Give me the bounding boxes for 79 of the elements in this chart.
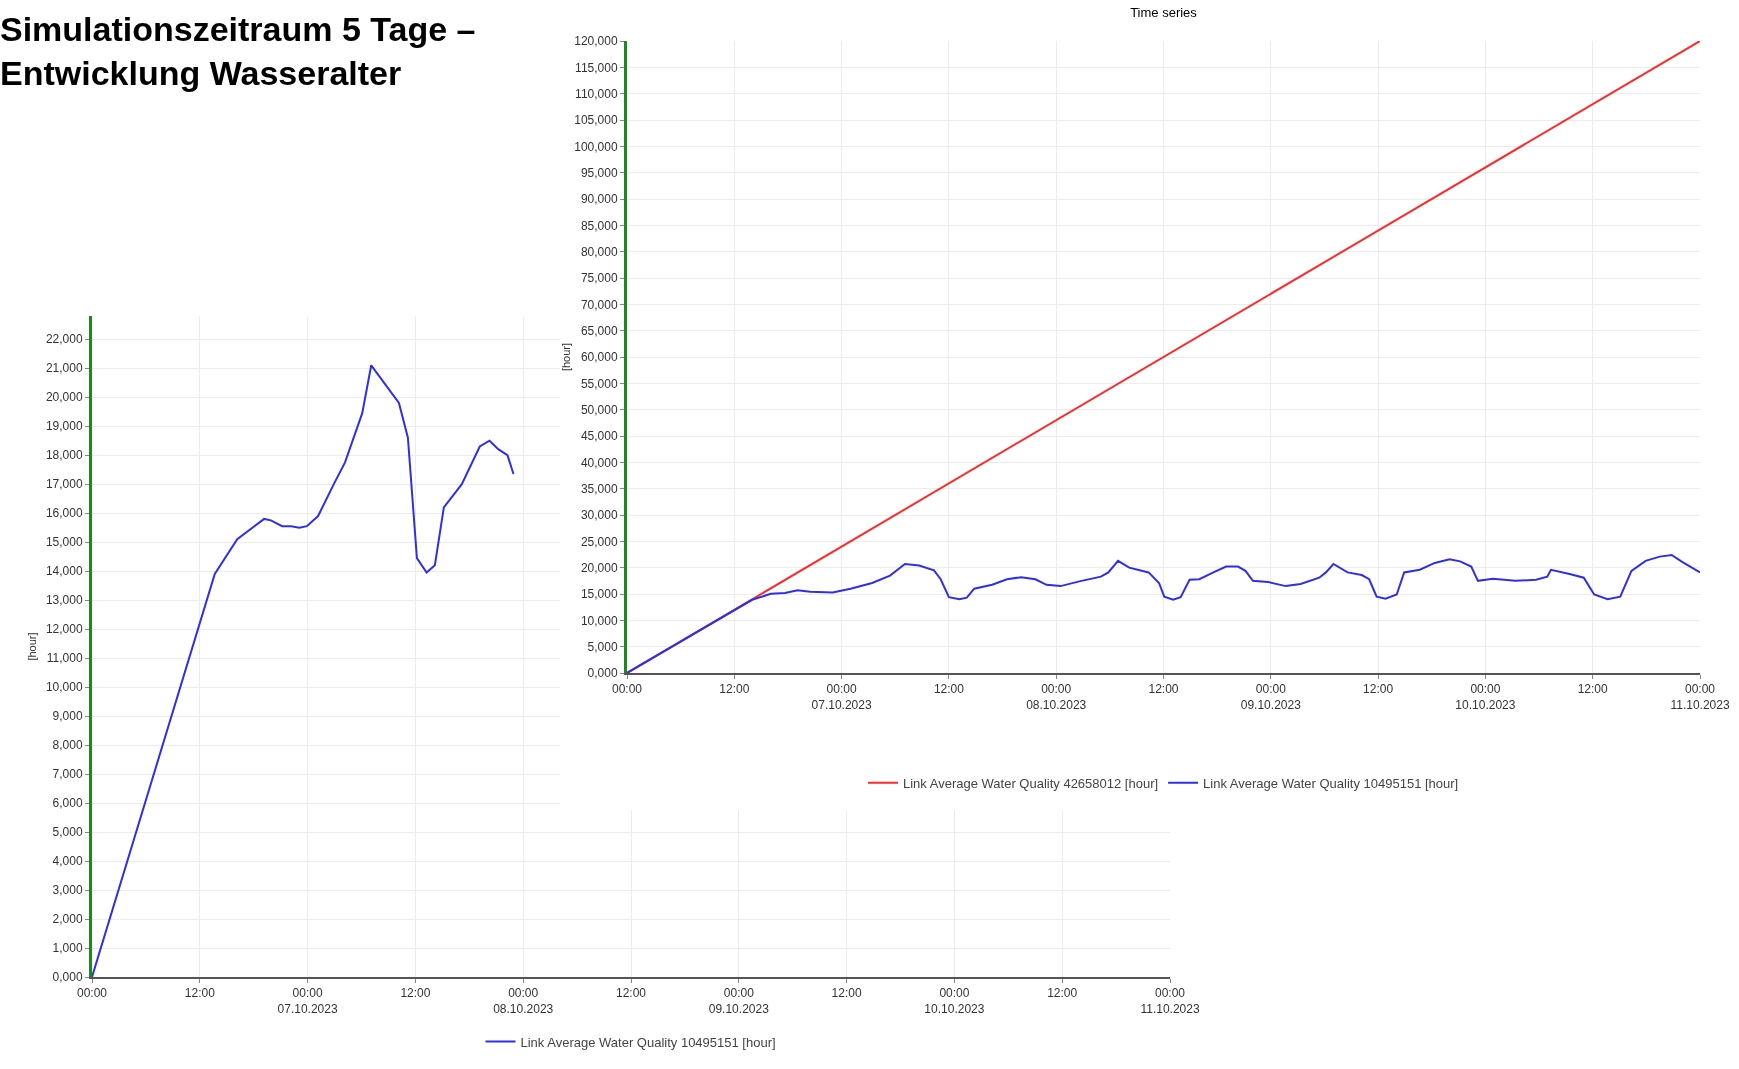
x-tick-label: 00:00 11.10.2023 [1140, 986, 1200, 1016]
legend-label: Link Average Water Quality 10495151 [hour] [520, 1034, 776, 1050]
x-tick-label: 12:00 [1047, 986, 1078, 1001]
x-tick-label: 00:00 07.10.2023 [277, 986, 338, 1016]
y-tick-label: 0,000 [587, 666, 618, 681]
x-tick-label: 00:00 [611, 682, 643, 697]
y-tick-label: 55,000 [580, 376, 618, 391]
y-tick-label: 7,000 [52, 767, 83, 782]
x-tick-label: 12:00 [1148, 682, 1179, 697]
y-tick-label: 75,000 [580, 271, 618, 286]
y-tick-label: 95,000 [580, 165, 618, 180]
x-tick-label: 00:00 11.10.2023 [1670, 682, 1730, 712]
x-tick-label: 12:00 [719, 682, 750, 697]
y-tick-label: 30,000 [580, 508, 618, 523]
legend-label: Link Average Water Quality 10495151 [hour] [1203, 775, 1459, 791]
y-tick-label: 15,000 [45, 535, 83, 550]
y-tick-label: 105,000 [574, 113, 618, 128]
y-tick-label: 90,000 [580, 192, 618, 207]
y-tick-label: 0,000 [52, 970, 83, 985]
legend-label: Link Average Water Quality 42658012 [hour] [903, 775, 1159, 791]
x-tick-label: 00:00 [76, 986, 108, 1001]
y-tick-label: 40,000 [580, 455, 618, 470]
y-tick-label: 6,000 [52, 796, 83, 811]
y-tick-label: 15,000 [580, 587, 618, 602]
y-tick-label: 9,000 [52, 709, 83, 724]
y-tick-label: 5,000 [52, 825, 83, 840]
y-tick-label: 2,000 [52, 912, 83, 927]
y-tick-label: 110,000 [575, 86, 618, 101]
y-tick-label: 1,000 [52, 941, 83, 956]
y-tick-label: 25,000 [580, 534, 618, 549]
chart-title: Simulationszeitraum 5 Tage – Entwicklung Wasseralter [0, 9, 476, 92]
y-axis-title: [hour] [25, 632, 38, 661]
y-tick-label: 22,000 [45, 332, 83, 347]
x-tick-label: 00:00 08.10.2023 [493, 986, 554, 1016]
y-tick-label: 18,000 [45, 448, 83, 463]
y-tick-label: 50,000 [580, 402, 618, 417]
y-tick-label: 70,000 [580, 297, 618, 312]
line-series [92, 364, 515, 977]
y-tick-label: 20,000 [45, 390, 83, 405]
y-tick-label: 20,000 [580, 560, 618, 575]
y-tick-label: 14,000 [45, 564, 83, 579]
y-tick-label: 12,000 [45, 622, 83, 637]
y-tick-label: 19,000 [45, 419, 83, 434]
y-tick-label: 120,000 [574, 34, 618, 49]
y-tick-label: 85,000 [580, 218, 618, 233]
y-tick-label: 8,000 [52, 738, 83, 753]
y-tick-label: 35,000 [580, 481, 618, 496]
y-tick-label: 17,000 [45, 477, 83, 492]
x-tick-label: 00:00 10.10.2023 [1455, 682, 1516, 712]
x-tick-label: 00:00 09.10.2023 [1240, 682, 1302, 712]
y-tick-label: 60,000 [580, 350, 618, 365]
x-tick-label: 12:00 [831, 986, 862, 1001]
y-tick-label: 100,000 [574, 139, 618, 154]
x-tick-label: 12:00 [1577, 682, 1609, 697]
y-tick-label: 45,000 [580, 429, 618, 444]
y-tick-label: 65,000 [580, 323, 618, 338]
x-tick-label: 00:00 09.10.2023 [708, 986, 770, 1016]
chart-title: Time series [1130, 5, 1198, 21]
x-tick-label: 00:00 07.10.2023 [811, 682, 872, 712]
x-tick-label: 12:00 [933, 682, 965, 697]
x-tick-label: 00:00 08.10.2023 [1026, 682, 1087, 712]
y-tick-label: 16,000 [45, 506, 83, 521]
x-tick-label: 12:00 [400, 986, 431, 1001]
y-tick-label: 115,000 [575, 60, 618, 75]
x-tick-label: 12:00 [615, 986, 647, 1001]
line-series [627, 554, 1700, 673]
y-tick-label: 3,000 [52, 883, 83, 898]
y-axis-title: [hour] [560, 342, 572, 372]
x-tick-label: 12:00 [1363, 682, 1394, 697]
y-tick-label: 10,000 [580, 613, 618, 628]
x-tick-label: 12:00 [184, 986, 216, 1001]
y-tick-label: 5,000 [587, 639, 618, 654]
y-tick-label: 21,000 [45, 361, 83, 376]
y-tick-label: 80,000 [580, 244, 618, 259]
x-tick-label: 00:00 10.10.2023 [924, 986, 985, 1016]
y-tick-label: 4,000 [52, 854, 83, 869]
y-tick-label: 10,000 [45, 680, 83, 695]
y-tick-label: 13,000 [45, 593, 83, 608]
y-tick-label: 11,000 [46, 651, 83, 666]
